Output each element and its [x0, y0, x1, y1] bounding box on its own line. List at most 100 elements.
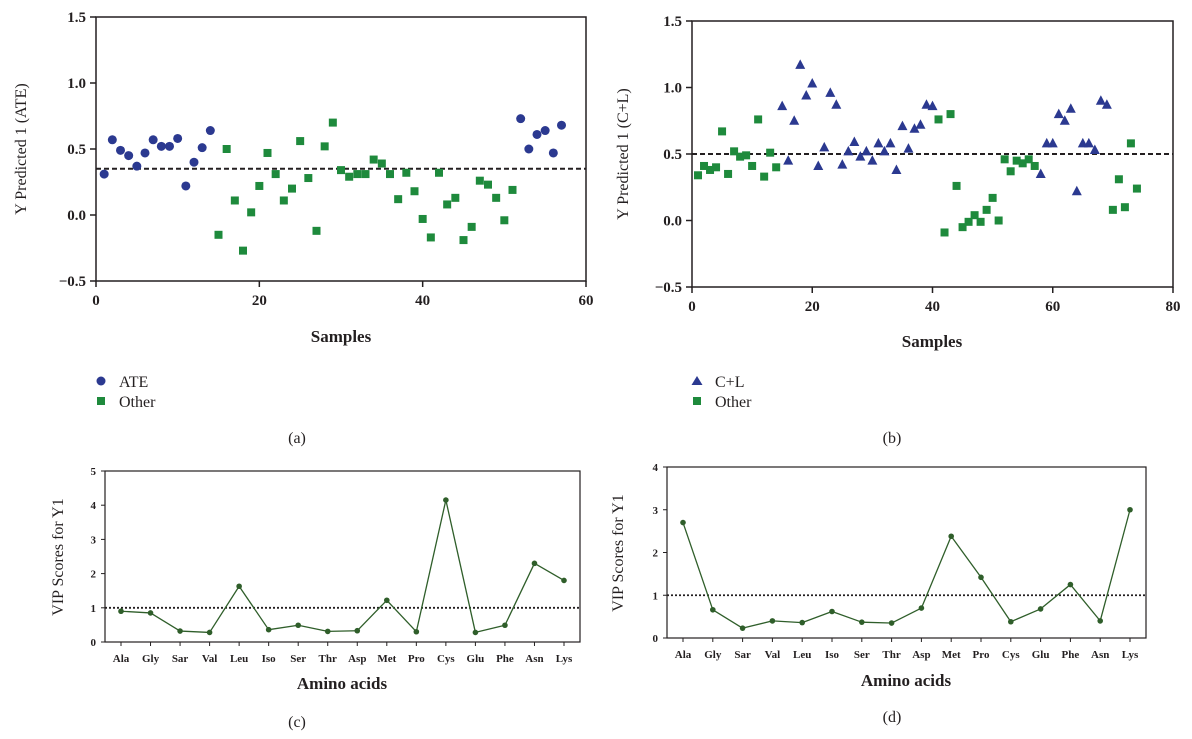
data-point-other [484, 180, 492, 189]
x-tick-label: Gly [704, 649, 722, 661]
data-point-cl [819, 141, 830, 152]
vip-point-thr [324, 628, 331, 635]
data-point-other [1006, 167, 1015, 176]
data-point-other [369, 155, 378, 164]
vip-point-thr [888, 620, 895, 626]
data-point-other [1012, 156, 1021, 165]
data-point-other [500, 216, 509, 225]
y-tick-label: 3 [91, 534, 97, 546]
panel-d: 0 1 2 3 4 Ala Gly Sar Val Leu Iso Ser Thr Asp Met Pro C… [610, 462, 1147, 726]
data-point-ate [99, 169, 109, 179]
data-point-other [230, 196, 239, 205]
x-tick-label: Iso [825, 649, 840, 661]
x-tick-label: Sar [172, 653, 189, 665]
vip-point-iso [829, 608, 835, 615]
data-point-other [1024, 155, 1033, 164]
vip-line-segment [534, 562, 565, 582]
data-point-other [263, 148, 272, 157]
vip-line-segment [891, 607, 922, 624]
data-point-cl [795, 59, 806, 69]
data-point-cl [777, 100, 788, 111]
data-point-cl [921, 99, 932, 109]
vip-line-segment [980, 576, 1012, 623]
plot-frame-d [666, 466, 1147, 639]
vip-line-segment [475, 624, 506, 634]
data-point-other [982, 205, 991, 214]
data-point-cl [837, 159, 848, 169]
data-point-other [976, 217, 985, 226]
x-tick-label: Glu [1032, 649, 1050, 661]
y-axis-label-c: VIP Scores for Y1 [50, 498, 67, 615]
x-axis-label-b: Samples [902, 332, 963, 351]
data-point-other [724, 169, 733, 178]
y-tick-label: 1 [653, 590, 659, 602]
panel-c: 0 1 2 3 4 5 Ala Gly Sar Val Leu Iso Ser Thr Asp Met Pro… [50, 466, 581, 731]
data-point-other [766, 148, 775, 157]
x-tick-label: Lys [1122, 649, 1139, 661]
x-tick-label: Gly [142, 653, 160, 665]
x-tick-label: Leu [793, 649, 811, 661]
data-point-other [394, 195, 403, 204]
y-tick-label: 0 [91, 637, 97, 649]
data-point-cl [1083, 137, 1094, 148]
vip-point-phe [502, 622, 508, 629]
data-point-ate [197, 143, 207, 153]
data-point-ate [524, 144, 534, 154]
vip-line-segment [209, 585, 240, 633]
panel-b: −0.5 0.0 0.5 1.0 1.5 0 20 40 60 80 Y Predicted 1… [615, 14, 1181, 447]
vip-point-pro [413, 628, 420, 635]
x-tick-label: 20 [805, 299, 820, 315]
data-point-cl [849, 136, 860, 147]
data-point-other [492, 193, 501, 202]
data-point-other [402, 168, 411, 177]
vip-point-met [384, 597, 390, 604]
vip-point-cys [1008, 618, 1014, 625]
vip-line-segment [801, 610, 833, 624]
vip-point-ser [859, 619, 865, 625]
data-point-other [958, 223, 967, 232]
data-point-other [377, 159, 386, 168]
x-tick-label: Asp [348, 653, 366, 665]
data-point-other [706, 165, 715, 174]
vip-point-phe [1067, 581, 1074, 588]
data-point-cl [891, 164, 902, 174]
vip-line-segment [1010, 608, 1041, 623]
legend-marker-ate [96, 376, 106, 386]
data-point-cl [855, 151, 866, 161]
data-point-other [772, 163, 781, 172]
y-tick-label: 0.5 [663, 147, 682, 163]
data-point-other [443, 200, 452, 209]
data-point-other [386, 170, 394, 179]
x-tick-label: Ala [675, 649, 692, 661]
data-point-other [239, 246, 247, 255]
x-tick-label: Val [202, 653, 218, 665]
x-axis-label-a: Samples [311, 327, 372, 346]
panel-label-d: (d) [883, 709, 902, 726]
vip-line-segment [445, 499, 477, 633]
vip-line-segment [415, 499, 447, 632]
vip-point-asn [531, 560, 538, 567]
data-point-other [754, 115, 763, 124]
vip-line-segment [386, 599, 417, 633]
y-axis-label-a: Y Predicted 1 (ATE) [13, 83, 30, 214]
vip-point-val [769, 618, 776, 624]
data-point-other [946, 110, 955, 119]
vip-point-asp [354, 627, 361, 634]
data-point-other [328, 118, 337, 127]
data-point-other [718, 127, 727, 136]
data-point-ate [548, 148, 558, 158]
data-point-other [222, 145, 231, 153]
legend-marker-other-b [693, 397, 701, 405]
legend-marker-cl [691, 376, 703, 385]
vip-point-leu [799, 619, 805, 626]
data-point-other [247, 208, 256, 217]
vip-point-asp [918, 605, 925, 611]
x-tick-label: Leu [230, 653, 248, 665]
panel-label-a: (a) [288, 430, 306, 447]
data-point-other [312, 226, 321, 235]
y-tick-label: 1.5 [663, 14, 682, 30]
data-point-ate [148, 135, 158, 145]
data-point-ate [516, 114, 526, 124]
x-tick-label: Lys [556, 653, 573, 665]
data-point-cl [861, 145, 872, 156]
